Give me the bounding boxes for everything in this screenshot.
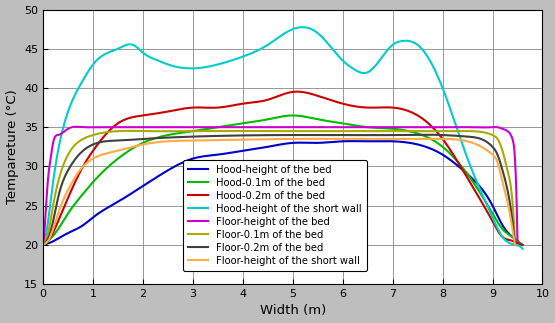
Hood-height of the short wall — [361, 71, 367, 75]
Hood-height of the short wall — [323, 40, 330, 44]
Hood-height of the bed — [40, 243, 47, 247]
Floor-0.1m of the bed — [319, 129, 325, 133]
Floor-height of the short wall — [318, 137, 325, 141]
Hood-0.2m of the bed — [294, 90, 300, 94]
Floor-height of the short wall — [512, 243, 518, 247]
Hood-height of the bed — [163, 169, 170, 173]
Floor-height of the bed — [163, 125, 169, 129]
Hood-0.1m of the bed — [290, 113, 296, 117]
Line: Hood-height of the short wall: Hood-height of the short wall — [43, 27, 522, 249]
Line: Hood-0.1m of the bed: Hood-0.1m of the bed — [43, 115, 522, 245]
Floor-height of the bed — [320, 125, 327, 129]
Floor-0.2m of the bed — [512, 243, 518, 247]
Y-axis label: Tempareture (°C): Tempareture (°C) — [6, 89, 18, 204]
Floor-height of the short wall — [253, 138, 260, 141]
Hood-height of the short wall — [519, 247, 526, 251]
Hood-0.1m of the bed — [163, 133, 170, 137]
Hood-height of the bed — [256, 146, 263, 150]
Line: Floor-0.1m of the bed: Floor-0.1m of the bed — [43, 131, 515, 245]
Floor-0.1m of the bed — [125, 129, 132, 133]
Hood-height of the short wall — [125, 43, 132, 47]
Hood-height of the short wall — [401, 39, 408, 43]
Hood-0.1m of the bed — [125, 150, 132, 153]
Line: Floor-height of the bed: Floor-height of the bed — [43, 127, 517, 245]
Hood-height of the short wall — [40, 243, 47, 247]
Legend: Hood-height of the bed, Hood-0.1m of the bed, Hood-0.2m of the bed, Hood-height : Hood-height of the bed, Hood-0.1m of the… — [183, 160, 366, 271]
Hood-height of the bed — [519, 243, 526, 247]
Line: Floor-height of the short wall: Floor-height of the short wall — [43, 139, 515, 245]
Floor-height of the bed — [73, 125, 80, 129]
Floor-height of the short wall — [356, 137, 362, 141]
Floor-0.1m of the bed — [356, 129, 362, 133]
Hood-0.2m of the bed — [401, 108, 408, 112]
Floor-height of the bed — [255, 125, 262, 129]
Floor-height of the short wall — [396, 137, 402, 141]
Hood-0.2m of the bed — [361, 105, 367, 109]
Hood-0.1m of the bed — [401, 128, 408, 132]
Floor-0.1m of the bed — [254, 129, 261, 133]
Floor-height of the bed — [40, 243, 47, 247]
Floor-0.1m of the bed — [162, 129, 169, 133]
Hood-0.2m of the bed — [125, 117, 132, 120]
Hood-height of the bed — [322, 141, 329, 144]
Hood-0.1m of the bed — [361, 125, 367, 129]
Hood-0.2m of the bed — [40, 243, 47, 247]
Floor-0.1m of the bed — [396, 129, 402, 133]
Hood-height of the bed — [348, 139, 355, 143]
Hood-0.1m of the bed — [40, 243, 47, 247]
Hood-0.2m of the bed — [163, 110, 170, 114]
Floor-0.2m of the bed — [40, 243, 47, 247]
Floor-height of the bed — [124, 125, 131, 129]
Floor-0.2m of the bed — [355, 133, 361, 137]
Floor-height of the short wall — [161, 140, 168, 143]
Hood-0.1m of the bed — [323, 119, 330, 123]
Floor-height of the bed — [357, 125, 364, 129]
Hood-height of the bed — [401, 140, 408, 144]
Floor-0.2m of the bed — [318, 133, 325, 137]
Floor-0.2m of the bed — [253, 133, 260, 137]
Floor-height of the short wall — [319, 137, 325, 141]
Hood-height of the short wall — [256, 47, 263, 51]
Hood-0.1m of the bed — [519, 243, 526, 247]
Hood-0.2m of the bed — [519, 243, 526, 247]
Hood-0.2m of the bed — [323, 97, 330, 100]
Floor-0.1m of the bed — [40, 243, 47, 247]
Floor-height of the short wall — [40, 243, 47, 247]
Line: Floor-0.2m of the bed: Floor-0.2m of the bed — [43, 135, 515, 245]
Floor-0.2m of the bed — [420, 133, 426, 137]
Floor-0.1m of the bed — [512, 239, 518, 243]
Floor-0.2m of the bed — [395, 133, 402, 137]
Floor-height of the bed — [514, 239, 521, 243]
Floor-height of the bed — [398, 125, 405, 129]
Hood-0.1m of the bed — [256, 119, 263, 123]
Floor-0.1m of the bed — [123, 129, 130, 133]
Hood-height of the short wall — [299, 25, 306, 29]
Hood-height of the bed — [361, 139, 367, 143]
Hood-height of the short wall — [163, 62, 170, 66]
X-axis label: Width (m): Width (m) — [260, 305, 326, 318]
Line: Hood-height of the bed: Hood-height of the bed — [43, 141, 522, 245]
Floor-0.2m of the bed — [123, 138, 130, 142]
Line: Hood-0.2m of the bed: Hood-0.2m of the bed — [43, 92, 522, 245]
Floor-height of the short wall — [123, 147, 130, 151]
Floor-0.2m of the bed — [161, 136, 168, 140]
Hood-height of the bed — [125, 194, 132, 198]
Hood-0.2m of the bed — [256, 99, 263, 103]
